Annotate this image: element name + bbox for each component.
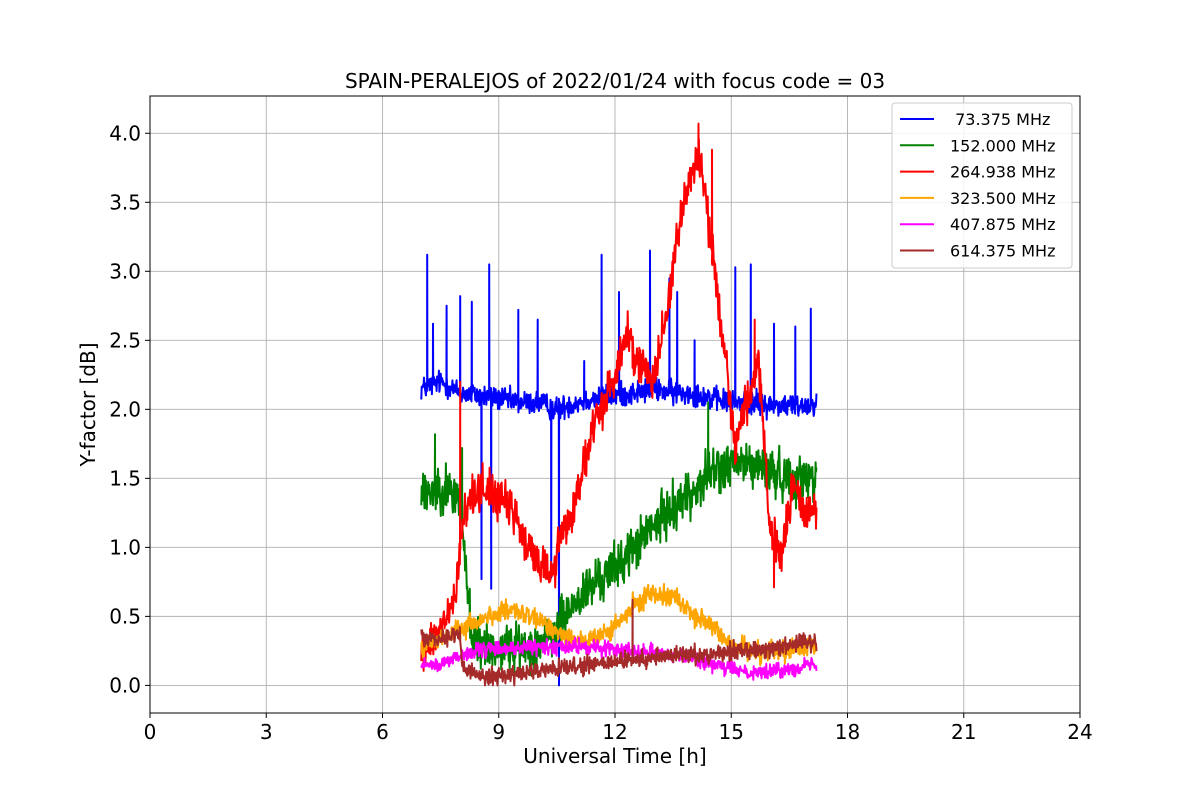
chart-title: SPAIN-PERALEJOS of 2022/01/24 with focus… — [345, 69, 885, 93]
y-tick-label: 1.5 — [109, 466, 141, 490]
legend-label: 614.375 MHz — [950, 242, 1055, 261]
legend: 73.375 MHz 152.000 MHz 264.938 MHz 323.500 … — [891, 102, 1073, 269]
series-line-5 — [420, 598, 818, 687]
x-tick-label: 21 — [951, 720, 976, 744]
x-axis-label: Universal Time [h] — [523, 744, 706, 768]
y-tick-label: 1.0 — [109, 535, 141, 559]
x-tick-label: 24 — [1067, 720, 1092, 744]
series-line-4 — [420, 636, 818, 681]
y-tick-label: 0.5 — [109, 604, 141, 628]
y-tick-label: 3.5 — [109, 190, 141, 214]
x-tick-label: 3 — [260, 720, 273, 744]
x-tick-label: 15 — [719, 720, 744, 744]
legend-box — [891, 102, 1073, 269]
x-tick-label: 18 — [835, 720, 860, 744]
legend-label: 323.500 MHz — [950, 189, 1055, 208]
y-tick-label: 3.0 — [109, 259, 141, 283]
x-tick-label: 12 — [602, 720, 627, 744]
series-layer — [420, 122, 818, 687]
x-tick-label: 9 — [492, 720, 505, 744]
series-line-2 — [420, 122, 818, 672]
y-tick-label: 4.0 — [109, 121, 141, 145]
legend-label: 264.938 MHz — [950, 163, 1055, 182]
legend-label: 73.375 MHz — [950, 110, 1050, 129]
x-tick-label: 0 — [144, 720, 157, 744]
ticks-layer: 0 3 6 9 12 15 18 21 24 0.0 0.5 1.0 1.5 2.0 2.5 3.0 3.5 4.… — [109, 121, 1093, 744]
y-axis-label: Y-factor [dB] — [76, 342, 100, 467]
y-tick-label: 2.0 — [109, 397, 141, 421]
y-tick-label: 0.0 — [109, 673, 141, 697]
legend-label: 407.875 MHz — [950, 215, 1055, 234]
legend-label: 152.000 MHz — [950, 136, 1055, 155]
y-tick-label: 2.5 — [109, 328, 141, 352]
x-tick-label: 6 — [376, 720, 389, 744]
